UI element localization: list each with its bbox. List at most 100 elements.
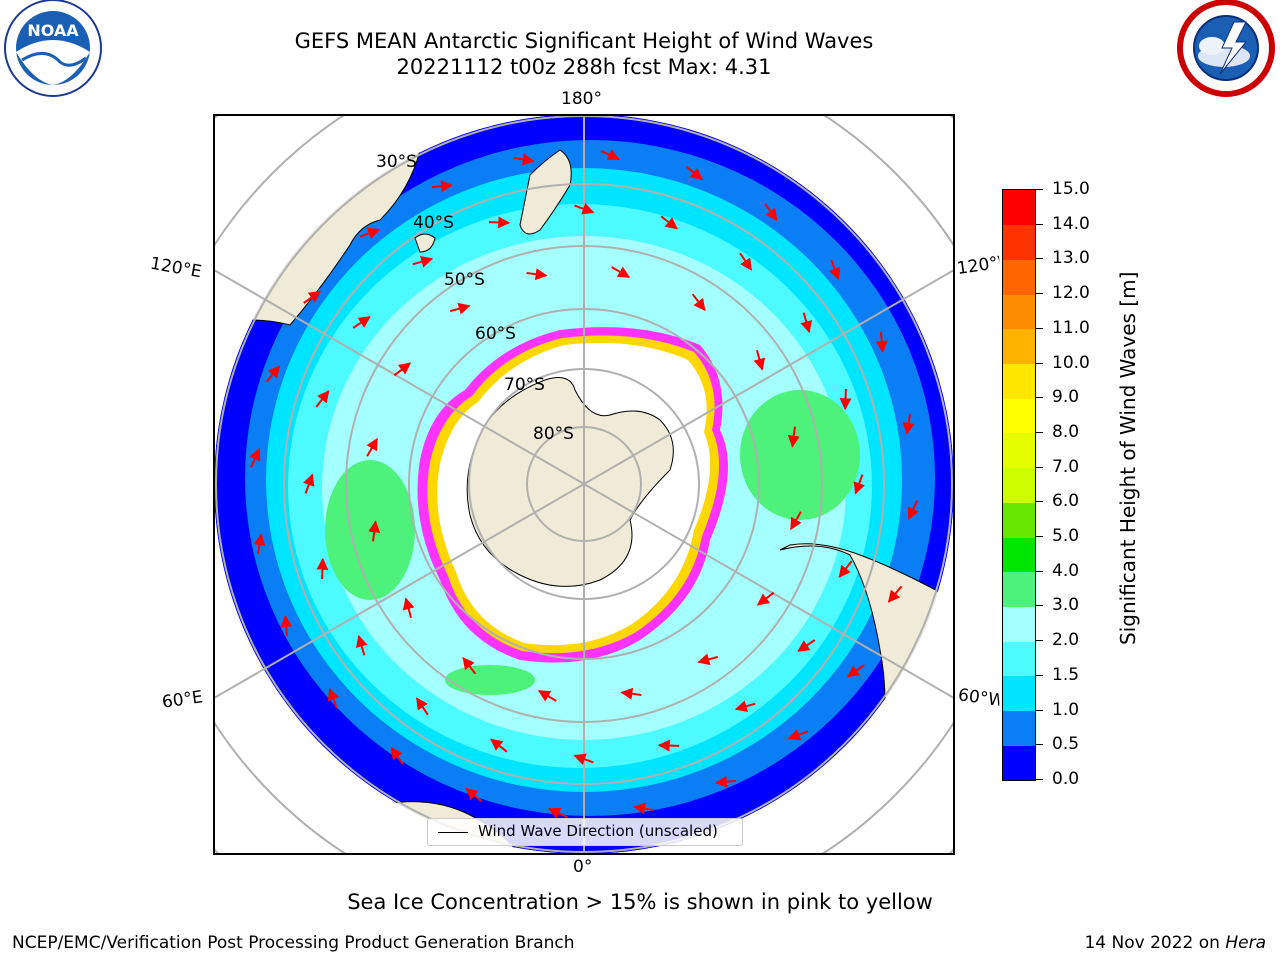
wave-direction-arrow <box>316 557 329 580</box>
wave-direction-arrow <box>393 362 412 377</box>
wave-direction-arrow <box>327 687 339 709</box>
wave-direction-arrow <box>315 390 330 408</box>
wave-direction-arrow <box>853 474 865 495</box>
colorbar-segment <box>1003 363 1035 399</box>
colorbar-tick-label: 12.0 <box>1052 283 1090 304</box>
colorbar-tick <box>1036 744 1043 746</box>
colorbar-tick <box>1036 397 1043 399</box>
noaa-logo-text: NOAA <box>27 21 79 40</box>
colorbar-tick <box>1036 605 1043 607</box>
colorbar-segment <box>1003 571 1035 607</box>
wave-direction-arrow <box>465 787 483 803</box>
chart-title: GEFS MEAN Antarctic Significant Height o… <box>294 29 874 53</box>
colorbar-tick-label: 10.0 <box>1052 352 1090 373</box>
colorbar-tick <box>1036 709 1043 711</box>
wave-direction-arrow <box>490 738 508 753</box>
colorbar-tick <box>1036 466 1043 468</box>
wave-direction-arrow <box>352 315 371 329</box>
sea-ice-note: Sea Ice Concentration > 15% is shown in … <box>347 890 933 914</box>
wave-direction-arrow <box>633 802 655 815</box>
wave-direction-arrow <box>691 293 706 312</box>
wave-direction-arrow <box>537 690 557 702</box>
colorbar-tick-label: 9.0 <box>1052 387 1080 408</box>
map-content <box>214 115 954 854</box>
wave-direction-arrow <box>764 203 778 222</box>
colorbar-tick <box>1036 674 1043 676</box>
date-text: 14 Nov 2022 on Hera <box>1084 933 1266 953</box>
wave-direction-arrow <box>800 312 813 334</box>
national-weather-service-logo-icon <box>1177 0 1275 97</box>
colorbar-segment <box>1003 606 1035 642</box>
colorbar-segment <box>1003 190 1035 226</box>
lat-label-50s: 50°S <box>444 270 485 290</box>
lat-label-40s: 40°S <box>413 213 454 233</box>
colorbar-segment <box>1003 328 1035 365</box>
wave-direction-arrow <box>787 426 800 448</box>
wave-direction-arrow <box>907 500 919 520</box>
wave-direction-arrow <box>734 700 756 713</box>
wave-direction-arrows <box>249 149 919 819</box>
colorbar-segment <box>1003 502 1035 538</box>
colorbar-title: Significant Height of Wind Waves [m] <box>1116 271 1140 645</box>
new-zealand-landmass <box>519 149 572 235</box>
graticule <box>214 115 954 854</box>
wave-direction-arrow <box>715 775 737 788</box>
colorbar-segment <box>1003 745 1035 781</box>
colorbar-segment <box>1003 467 1035 503</box>
map-legend: Wind Wave Direction (unscaled) <box>427 818 743 846</box>
noaa-logo-icon: NOAA <box>4 0 102 97</box>
wave-direction-arrow <box>790 511 802 531</box>
wave-direction-arrow <box>739 252 753 271</box>
colorbar-tick <box>1036 189 1043 190</box>
wave-patch-indian <box>325 460 415 600</box>
colorbar-segment <box>1003 224 1035 260</box>
colorbar-tick <box>1036 223 1043 225</box>
wave-direction-arrow <box>402 597 415 619</box>
wave-direction-arrow <box>611 266 631 278</box>
wave-direction-arrow <box>415 697 429 716</box>
colorbar-tick-label: 1.5 <box>1052 664 1080 685</box>
wave-direction-arrow <box>697 653 719 666</box>
colorbar-tick-label: 15.0 <box>1052 179 1090 199</box>
wave-patch-pacific <box>740 390 860 520</box>
wave-direction-arrow <box>513 153 535 166</box>
wave-direction-arrow <box>787 729 809 741</box>
wave-direction-arrow <box>902 413 915 435</box>
colorbar-tick-label: 0.0 <box>1052 769 1080 789</box>
lat-label-30s: 30°S <box>376 152 417 172</box>
colorbar-tick-label: 14.0 <box>1052 213 1090 234</box>
legend-line-sample <box>438 832 468 833</box>
wave-direction-arrow <box>839 388 852 411</box>
colorbar-segment <box>1003 537 1035 573</box>
wave-direction-arrow <box>753 349 766 371</box>
lat-label-70s: 70°S <box>504 375 545 395</box>
wave-direction-arrow <box>280 615 293 637</box>
colorbar-tick <box>1036 536 1043 538</box>
colorbar-tick-label: 5.0 <box>1052 526 1080 547</box>
wave-direction-arrow <box>620 687 642 700</box>
wave-direction-arrow <box>600 149 620 161</box>
colorbar-segment <box>1003 675 1035 712</box>
wave-direction-arrow <box>574 203 595 215</box>
wave-direction-arrow <box>412 255 434 268</box>
wave-direction-arrow <box>657 739 680 752</box>
colorbar-segment <box>1003 432 1035 469</box>
wave-direction-arrow <box>488 216 511 229</box>
colorbar <box>1002 189 1036 781</box>
colorbar-tick-label: 7.0 <box>1052 456 1080 477</box>
colorbar-tick-label: 8.0 <box>1052 421 1080 442</box>
wave-direction-arrow <box>660 215 678 230</box>
colorbar-tick <box>1036 570 1043 572</box>
wave-direction-arrow <box>303 290 322 304</box>
wave-direction-arrow <box>431 180 453 193</box>
wave-direction-arrow <box>685 165 703 181</box>
wave-direction-arrow <box>390 746 404 765</box>
host-name: Hera <box>1225 933 1266 953</box>
tasmania-landmass <box>414 233 436 253</box>
wave-direction-arrow <box>838 560 853 578</box>
colorbar-segment <box>1003 641 1035 677</box>
date-value: 14 Nov 2022 on <box>1084 933 1220 953</box>
wave-direction-arrow <box>355 634 368 656</box>
wave-direction-arrow <box>875 331 888 353</box>
credit-text: NCEP/EMC/Verification Post Processing Pr… <box>12 933 575 953</box>
